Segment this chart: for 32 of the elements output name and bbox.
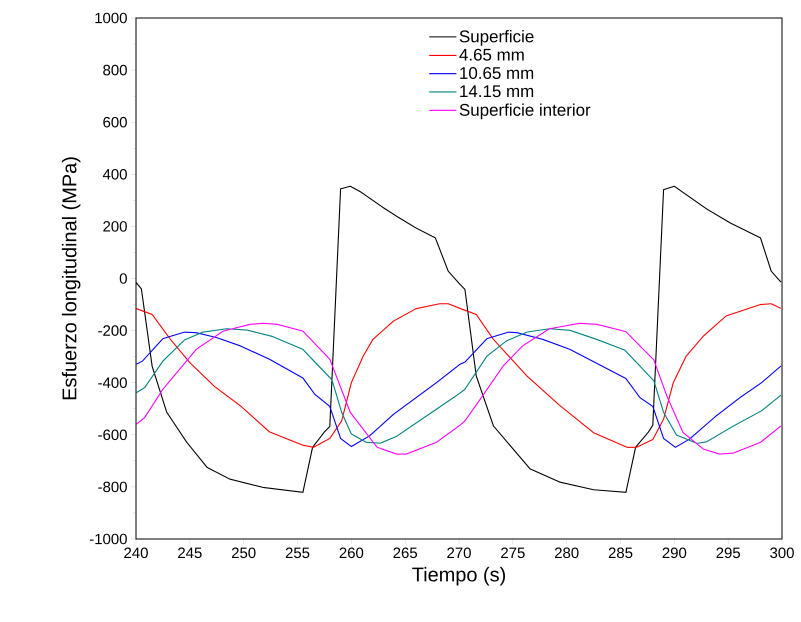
y-tick-label: -800 xyxy=(98,482,127,492)
legend-label: 10.65 mm xyxy=(460,67,534,80)
legend-label: Superficie interior xyxy=(460,103,590,120)
y-tick-label: 800 xyxy=(103,64,127,76)
y-tick-label: 1000 xyxy=(95,12,127,24)
x-tick-label: 250 xyxy=(232,548,256,558)
x-tick-label: 255 xyxy=(286,548,310,558)
y-tick-label: 400 xyxy=(102,168,127,180)
legend-label: 4.65 mm xyxy=(459,48,524,61)
y-tick-label: 0 xyxy=(120,273,127,284)
x-tick-label: 300 xyxy=(770,548,794,558)
x-tick-label: 295 xyxy=(716,548,740,558)
x-tick-label: 290 xyxy=(662,548,686,558)
x-tick-label: 260 xyxy=(340,548,364,558)
x-tick-label: 265 xyxy=(393,548,418,558)
legend-label: Superficie xyxy=(460,30,534,46)
x-tick-label: 245 xyxy=(178,548,202,558)
y-tick-label: -1000 xyxy=(90,534,127,544)
x-tick-label: 240 xyxy=(124,548,148,558)
x-tick-label: 280 xyxy=(554,548,579,558)
y-tick-label: -400 xyxy=(98,377,127,388)
x-axis-title: Tiempo (s) xyxy=(412,566,505,586)
y-tick-label: -600 xyxy=(98,429,127,440)
line-series xyxy=(136,303,782,448)
y-tick-label: 200 xyxy=(103,221,127,232)
y-axis-title: Esfuerzo longitudinal (MPa) xyxy=(62,157,80,400)
x-tick-label: 285 xyxy=(608,548,632,558)
y-tick-label: -200 xyxy=(98,325,127,336)
x-tick-label: 275 xyxy=(501,548,525,558)
legend-label: 14.15 mm xyxy=(460,85,534,98)
x-tick-label: 270 xyxy=(447,548,471,558)
y-tick-label: 600 xyxy=(103,116,127,128)
